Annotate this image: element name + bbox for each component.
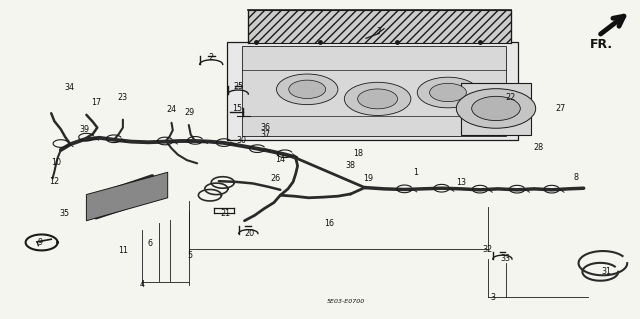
Text: 17: 17	[91, 98, 101, 107]
Text: 31: 31	[602, 267, 612, 276]
Text: 7: 7	[376, 27, 381, 36]
Text: 13: 13	[456, 178, 466, 187]
Text: 2: 2	[209, 53, 214, 62]
Text: 20: 20	[244, 229, 255, 238]
Text: 32: 32	[483, 245, 493, 254]
Circle shape	[456, 89, 536, 128]
Text: 16: 16	[324, 219, 335, 228]
Text: 36: 36	[260, 123, 271, 132]
Text: 38: 38	[346, 161, 356, 170]
Polygon shape	[86, 172, 168, 221]
Text: 26: 26	[270, 174, 280, 183]
Text: 23: 23	[118, 93, 128, 102]
Text: 15: 15	[232, 104, 242, 113]
Circle shape	[417, 77, 479, 108]
Text: 21: 21	[220, 209, 230, 218]
Text: 5E03-E0700: 5E03-E0700	[326, 299, 365, 304]
Text: 10: 10	[51, 158, 61, 167]
Circle shape	[358, 89, 397, 109]
Text: 25: 25	[233, 82, 243, 91]
Circle shape	[276, 74, 338, 105]
Text: 30: 30	[237, 137, 247, 145]
Text: 39: 39	[79, 125, 90, 134]
Text: 14: 14	[275, 155, 285, 164]
Text: 33: 33	[500, 254, 511, 263]
Text: 19: 19	[363, 174, 373, 183]
Text: 27: 27	[555, 104, 565, 113]
Text: 24: 24	[166, 105, 177, 114]
Circle shape	[472, 96, 520, 121]
Text: 22: 22	[506, 93, 516, 102]
Text: 6: 6	[148, 239, 153, 248]
Text: 11: 11	[118, 246, 128, 255]
Text: 4: 4	[140, 280, 145, 289]
Text: 1: 1	[413, 168, 419, 177]
Text: 3: 3	[490, 293, 495, 302]
Text: 5: 5	[187, 251, 192, 260]
Text: 12: 12	[49, 177, 60, 186]
Text: 9: 9	[38, 238, 43, 247]
Text: 18: 18	[353, 149, 364, 158]
Circle shape	[289, 80, 326, 99]
Text: 8: 8	[573, 173, 579, 182]
Polygon shape	[242, 46, 506, 136]
Text: 28: 28	[534, 143, 544, 152]
Text: 37: 37	[260, 130, 271, 139]
Polygon shape	[248, 10, 511, 43]
Polygon shape	[461, 83, 531, 135]
Circle shape	[344, 82, 411, 115]
Text: 34: 34	[64, 83, 74, 92]
Text: 29: 29	[184, 108, 195, 117]
Text: 35: 35	[59, 209, 69, 218]
Polygon shape	[227, 42, 518, 140]
Text: FR.: FR.	[590, 38, 613, 51]
Circle shape	[429, 83, 467, 102]
